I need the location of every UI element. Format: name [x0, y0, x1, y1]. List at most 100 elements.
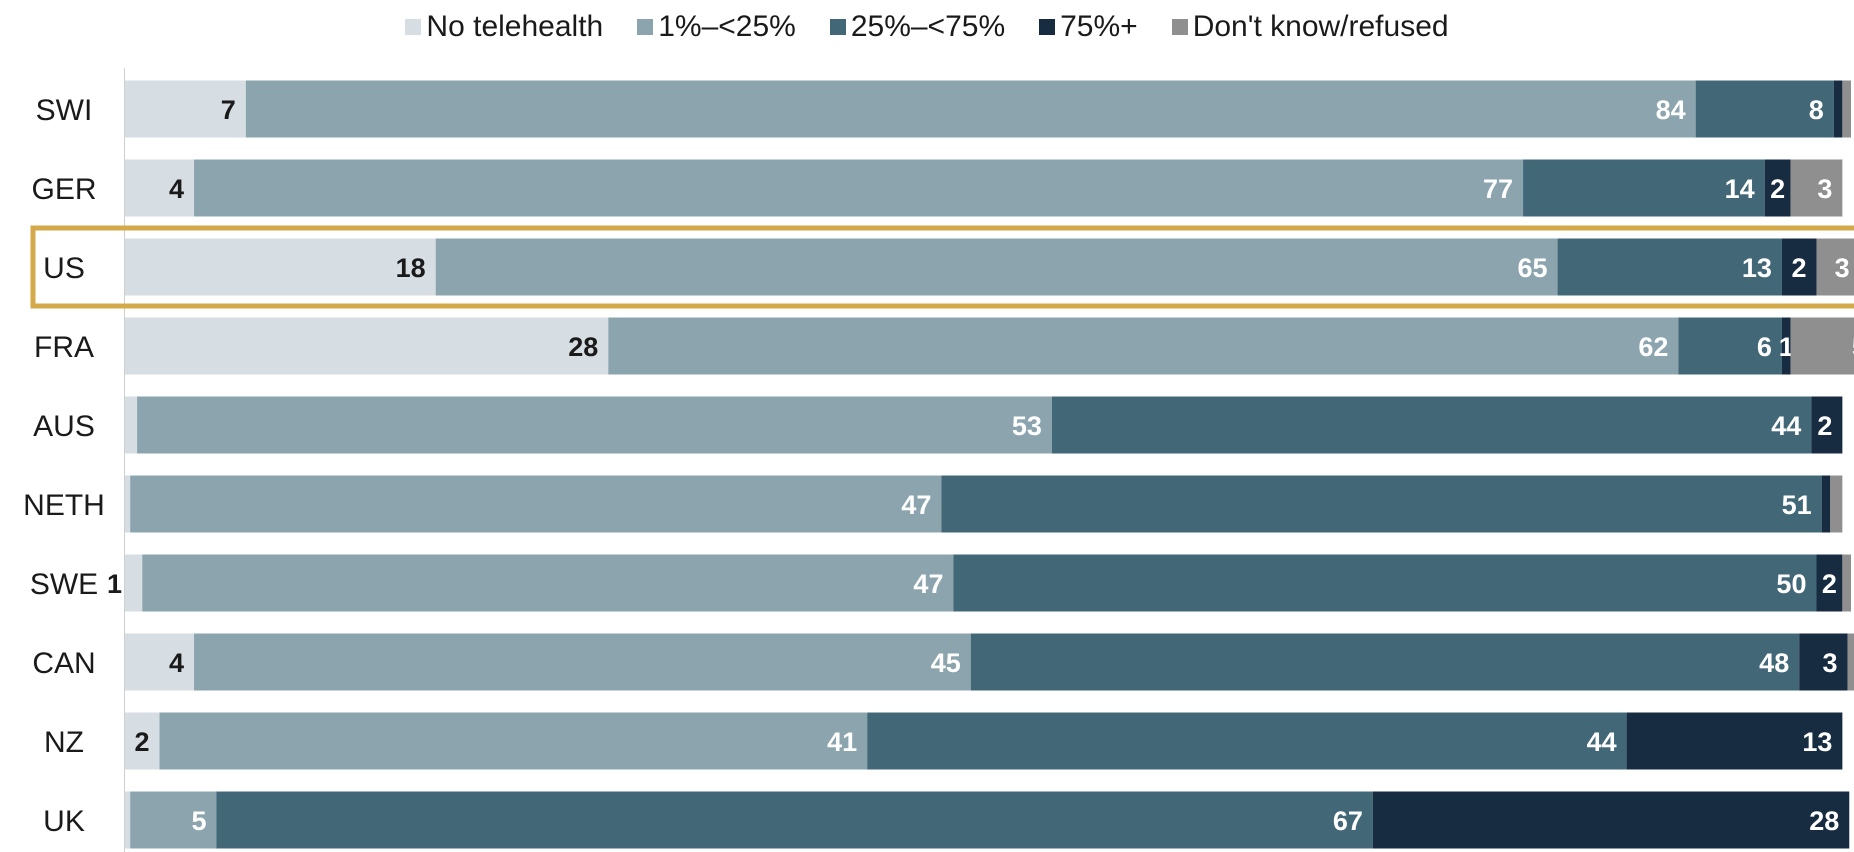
data-label: 3: [1823, 648, 1838, 678]
bar-segment: [245, 80, 1696, 138]
bar-segment: [1816, 238, 1854, 296]
category-label: GER: [31, 173, 96, 206]
legend-item: 25%–<75%: [829, 10, 1006, 44]
data-label: 51: [1782, 490, 1812, 520]
data-label: 6: [1757, 332, 1772, 362]
legend-item: Don't know/refused: [1171, 10, 1449, 44]
data-label: 28: [1809, 806, 1839, 836]
bar-segment: [1842, 80, 1851, 138]
bar-segment: [1695, 80, 1834, 138]
bar-segment: [142, 554, 954, 612]
bar-segment: [194, 633, 971, 691]
data-label: 41: [827, 727, 857, 757]
bar-segment: [125, 554, 143, 612]
data-label: 67: [1333, 806, 1363, 836]
data-label: 4: [169, 648, 184, 678]
data-label: 2: [1822, 569, 1837, 599]
bar-segment: [953, 554, 1817, 612]
legend-swatch: [829, 19, 846, 35]
bar-segment: [1821, 475, 1831, 533]
legend-swatch: [1039, 19, 1056, 35]
data-label: 47: [913, 569, 943, 599]
data-label: 3: [1817, 174, 1832, 204]
bar-segment: [1830, 475, 1843, 533]
bar-segment: [130, 791, 217, 849]
data-label: 2: [1817, 411, 1832, 441]
bar-segment: [125, 80, 246, 138]
category-label: US: [43, 252, 85, 285]
bar-segment: [125, 159, 195, 217]
data-label: 8: [1809, 95, 1824, 125]
bar-segment: [125, 712, 160, 770]
bar-segment: [125, 791, 131, 849]
data-label: 1: [107, 569, 122, 599]
bar-segment: [1781, 238, 1817, 296]
bar-segment: [1372, 791, 1850, 849]
data-label: 45: [931, 648, 961, 678]
bar-segment: [1781, 317, 1791, 375]
data-label: 77: [1483, 174, 1513, 204]
bar-segment: [1811, 396, 1843, 454]
legend-item: No telehealth: [405, 10, 603, 44]
bar-segment: [125, 317, 609, 375]
data-label: 47: [901, 490, 931, 520]
bar-segment: [1833, 80, 1843, 138]
bar-segment: [1790, 317, 1854, 375]
bar-segment: [130, 475, 942, 533]
data-label: 3: [1835, 253, 1850, 283]
category-label: UK: [43, 805, 85, 838]
data-label: 65: [1518, 253, 1548, 283]
legend-label: Don't know/refused: [1192, 10, 1449, 43]
legend-swatch: [637, 19, 654, 35]
category-label: CAN: [32, 647, 95, 680]
data-label: 44: [1771, 411, 1801, 441]
data-label: 5: [191, 806, 206, 836]
bar-segment: [1523, 159, 1765, 217]
bar-segment: [1051, 396, 1812, 454]
data-label: 28: [568, 332, 598, 362]
bar-segment: [1790, 159, 1843, 217]
bar-segment: [125, 396, 138, 454]
bar-segment: [125, 475, 131, 533]
data-label: 44: [1587, 727, 1617, 757]
data-label: 14: [1725, 174, 1755, 204]
bar-segment: [1626, 712, 1843, 770]
category-label: NZ: [44, 726, 84, 759]
bar-segment: [867, 712, 1627, 770]
data-label: 2: [1770, 174, 1785, 204]
data-label: 53: [1012, 411, 1042, 441]
data-label: 84: [1656, 95, 1686, 125]
category-label: AUS: [33, 410, 95, 443]
bar-segment: [1842, 554, 1851, 612]
bar-segment: [137, 396, 1052, 454]
data-label: 2: [134, 727, 149, 757]
bar-segment: [1799, 633, 1848, 691]
data-label: 62: [1638, 332, 1668, 362]
legend-label: No telehealth: [426, 10, 604, 43]
bar-segment: [970, 633, 1800, 691]
highlight-box: [30, 225, 1854, 309]
data-label: 7: [221, 95, 236, 125]
data-label: 50: [1776, 569, 1806, 599]
bar-segment: [1557, 238, 1782, 296]
bar-segment: [1816, 554, 1843, 612]
legend-swatch: [405, 19, 422, 35]
legend-label: 1%–<25%: [658, 10, 796, 43]
bar-segment: [435, 238, 1558, 296]
bar-segment: [1847, 633, 1854, 691]
data-label: 4: [169, 174, 184, 204]
category-label: SWE: [30, 568, 98, 601]
bar-segment: [125, 238, 436, 296]
category-label: NETH: [23, 489, 105, 522]
data-label: 1: [1779, 332, 1794, 362]
legend-label: 75%+: [1060, 10, 1138, 43]
category-label: FRA: [34, 331, 94, 364]
data-label: 48: [1759, 648, 1789, 678]
legend-item: 1%–<25%: [637, 10, 796, 44]
bar-segment: [125, 633, 195, 691]
data-label: 13: [1742, 253, 1772, 283]
legend-item: 75%+: [1039, 10, 1138, 44]
data-label: 2: [1791, 253, 1806, 283]
legend-label: 25%–<75%: [850, 10, 1006, 43]
